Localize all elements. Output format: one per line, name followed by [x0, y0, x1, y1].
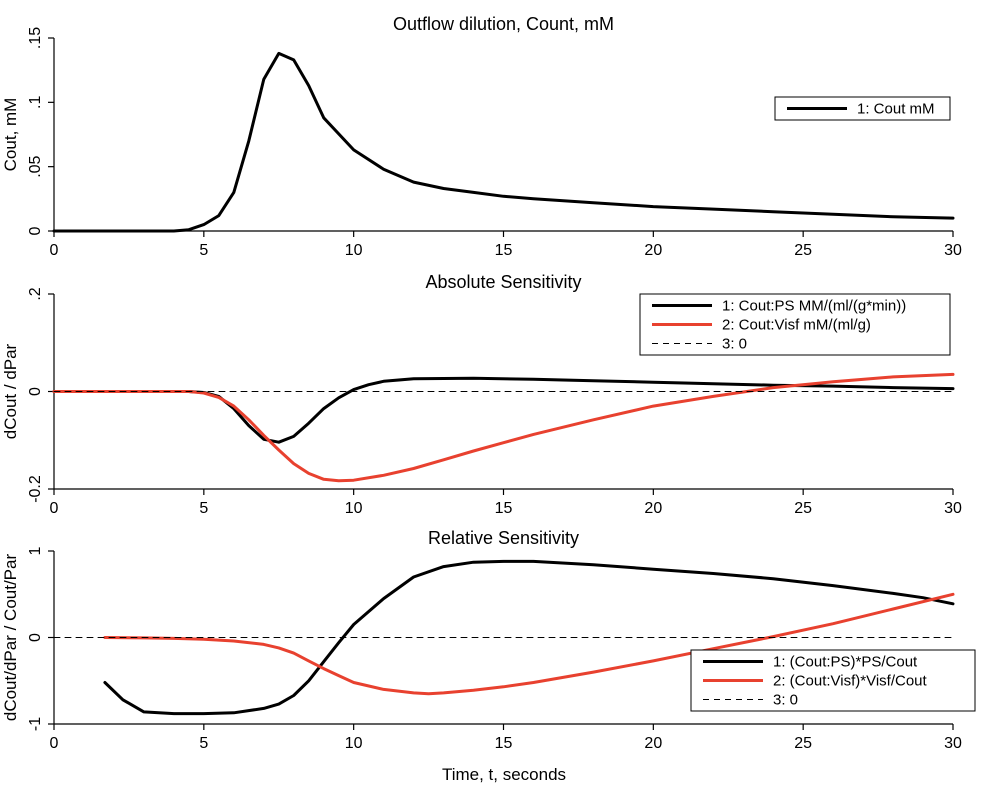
x-tick-label: 5: [199, 735, 208, 752]
x-tick-label: 5: [199, 500, 208, 517]
x-tick-label: 0: [50, 242, 59, 259]
y-tick-label: -0.2: [27, 475, 44, 503]
x-tick-label: 0: [50, 735, 59, 752]
y-tick-label: 0: [27, 226, 44, 235]
chart-title: Outflow dilution, Count, mM: [393, 14, 614, 34]
y-axis-label: dCout/dPar / Cout/Par: [1, 554, 20, 722]
y-tick-label: 0: [27, 633, 44, 642]
y-tick-label: .05: [27, 155, 44, 177]
chart-panel-3: Relative Sensitivity 0 5 10 15 20 25 30 -1 0 1 dCou…: [1, 528, 976, 752]
y-tick-label: .15: [27, 27, 44, 49]
legend-label-2: 2: (Cout:Visf)*Visf/Cout: [773, 673, 928, 690]
legend-label-3: 3: 0: [773, 692, 798, 709]
x-tick-label: 5: [199, 242, 208, 259]
series-line-2: [52, 372, 955, 483]
x-tick-label: 20: [644, 500, 662, 517]
x-tick-label: 0: [50, 500, 59, 517]
x-tick-label: 20: [644, 735, 662, 752]
x-tick-label: 15: [495, 500, 513, 517]
x-tick-label: 15: [495, 242, 513, 259]
y-tick-label: -1: [27, 717, 44, 731]
x-tick-label: 30: [944, 242, 962, 259]
x-tick-label: 15: [495, 735, 513, 752]
legend: 1: (Cout:PS)*PS/Cout 2: (Cout:Visf)*Visf/…: [690, 649, 976, 712]
legend-box: [774, 96, 951, 121]
y-axis-label: Cout, mM: [1, 98, 20, 172]
y-axis-label: dCout / dPar: [1, 343, 20, 439]
y-tick-label: 1: [27, 546, 44, 555]
x-tick-label: 25: [794, 735, 812, 752]
legend: 1: Cout mM: [774, 96, 951, 121]
chart-panel-2: Absolute Sensitivity 0 5 10 15 20 25 30 -0.2 0 .2 d…: [1, 272, 962, 517]
legend-label-1: 1: Cout mM: [857, 101, 935, 118]
legend-label-3: 3: 0: [722, 336, 747, 353]
x-tick-label: 10: [345, 242, 363, 259]
x-tick-label: 30: [944, 500, 962, 517]
y-tick-label: .2: [27, 287, 44, 300]
legend-label-1: 1: (Cout:PS)*PS/Cout: [773, 654, 918, 671]
series-line-1: [52, 376, 955, 444]
x-tick-label: 10: [345, 500, 363, 517]
chart-title: Absolute Sensitivity: [425, 272, 581, 292]
x-tick-label: 25: [794, 242, 812, 259]
y-tick-label: .1: [27, 96, 44, 109]
series-line-1: [103, 559, 955, 716]
chart-panels: Outflow dilution, Count, mM0 5 10 15 20 25 300…: [1, 14, 976, 752]
x-axis-label: Time, t, seconds: [442, 765, 566, 784]
legend: 1: Cout:PS MM/(ml/(g*min)) 2: Cout:Visf m…: [639, 293, 951, 356]
x-tick-label: 30: [944, 735, 962, 752]
chart-panel-1: Outflow dilution, Count, mM 0 5 10 15 20 25 30 0…: [1, 14, 962, 259]
x-tick-label: 10: [345, 735, 363, 752]
legend-label-2: 2: Cout:Visf mM/(ml/g): [722, 317, 871, 334]
series-line-1: [52, 51, 955, 233]
y-tick-label: 0: [27, 387, 44, 396]
chart-title: Relative Sensitivity: [428, 528, 579, 548]
x-tick-label: 25: [794, 500, 812, 517]
legend-label-1: 1: Cout:PS MM/(ml/(g*min)): [722, 298, 906, 315]
x-tick-label: 20: [644, 242, 662, 259]
